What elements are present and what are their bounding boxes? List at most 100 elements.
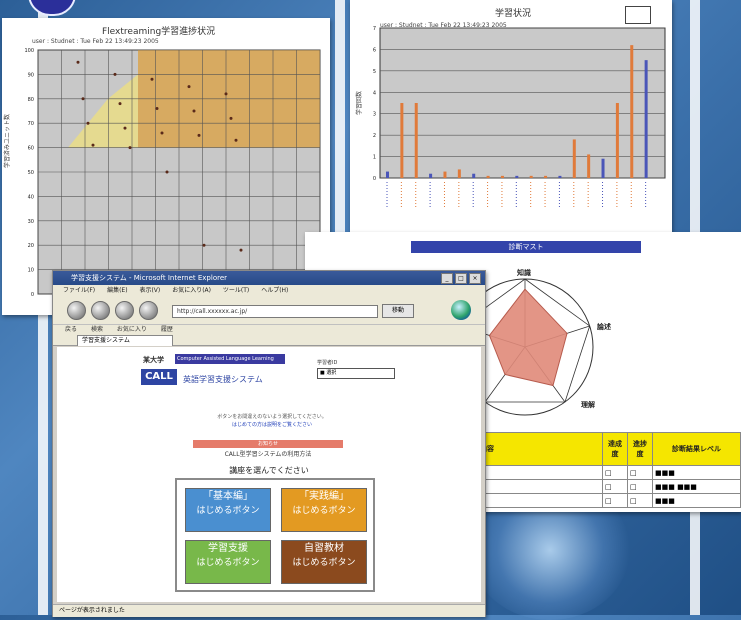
learner-id-label: 学習者ID	[317, 359, 337, 366]
university-label: 某大学	[143, 355, 164, 365]
scatter-tick-label: 40	[28, 194, 34, 200]
tab-main[interactable]: 学習支援システム	[77, 335, 173, 346]
scatter-tick-label: 80	[28, 97, 34, 103]
scatter-point	[235, 139, 238, 142]
forward-button-icon[interactable]	[91, 301, 110, 320]
radar-axis-label: 論述	[597, 322, 611, 331]
scatter-point	[193, 110, 196, 113]
table-row: □ □ ■■■	[478, 494, 741, 508]
minimize-button[interactable]: _	[441, 273, 453, 284]
learner-select[interactable]: ■ 選択	[317, 368, 395, 379]
scatter-tick-label: 100	[24, 48, 34, 54]
scatter-point	[119, 102, 122, 105]
table-row: □ □ ■■■	[478, 466, 741, 480]
page-content: 某大学 Computer Assisted Language Learning …	[57, 347, 481, 602]
maximize-button[interactable]: □	[455, 273, 467, 284]
browser-window: 学習支援システム - Microsoft Internet Explorer _…	[52, 270, 486, 617]
course-support-sub: はじめるボタン	[186, 556, 270, 571]
stop-button-icon[interactable]	[115, 301, 134, 320]
scatter-tick-label: 50	[28, 170, 34, 176]
link-favorites[interactable]: お気に入り	[117, 326, 147, 333]
usage-link[interactable]: CALL型学習システムの利用方法	[193, 449, 343, 458]
course-practice-button[interactable]: 「実践編」 はじめるボタン	[281, 488, 367, 532]
bar	[415, 103, 418, 178]
menu-view[interactable]: 表示(V)	[139, 287, 160, 294]
bar	[386, 172, 389, 178]
back-button-icon[interactable]	[67, 301, 86, 320]
link-search[interactable]: 検索	[91, 326, 103, 333]
menu-help[interactable]: ヘルプ(H)	[261, 287, 288, 294]
skill-table: 内容 達成度 進捗度 診断結果レベル □ □ ■■■ □ □ ■■■ ■■■ □ □ ■■■	[477, 432, 741, 508]
bar	[630, 45, 633, 178]
bar-chart-panel: 学習状況 user : Studnet : Tue Feb 22 13:49:2…	[350, 0, 672, 232]
bar	[458, 169, 461, 178]
scatter-point	[198, 134, 201, 137]
bar-tick-label: 7	[373, 26, 376, 32]
bar	[573, 139, 576, 178]
bar	[530, 176, 533, 178]
announcement-bar: お知らせ	[193, 440, 343, 448]
menu-favorites[interactable]: お気に入り(A)	[172, 287, 211, 294]
scatter-point	[230, 117, 233, 120]
scatter-point	[114, 73, 117, 76]
course-select-title: 講座を選んでください	[177, 465, 361, 476]
bar-tick-label: 5	[373, 69, 376, 75]
course-basic-button[interactable]: 「基本編」 はじめるボタン	[185, 488, 271, 532]
scatter-point	[124, 127, 127, 130]
scatter-tick-label: 70	[28, 121, 34, 127]
refresh-button-icon[interactable]	[139, 301, 158, 320]
link-back[interactable]: 戻る	[65, 326, 77, 333]
course-selfstudy-label: 自習教材	[304, 543, 344, 554]
scatter-point	[166, 171, 169, 174]
browser-statusbar: ページが表示されました	[53, 604, 485, 617]
menu-edit[interactable]: 編集(E)	[107, 287, 127, 294]
scatter-point	[92, 144, 95, 147]
radar-axis-label: 理解	[581, 400, 595, 409]
scatter-point	[87, 122, 90, 125]
scatter-tick-label: 20	[28, 243, 34, 249]
menu-file[interactable]: ファイル(F)	[63, 287, 95, 294]
course-basic-label: 「基本編」	[203, 491, 253, 502]
bar-tick-label: 0	[373, 176, 376, 182]
bar-tick-label: 4	[373, 90, 376, 96]
course-support-button[interactable]: 学習支援 はじめるボタン	[185, 540, 271, 584]
scatter-tick-label: 10	[28, 268, 34, 274]
bar-tick-label: 2	[373, 133, 376, 139]
bar	[616, 103, 619, 178]
scatter-point	[82, 97, 85, 100]
status-text: ページが表示されました	[59, 607, 125, 614]
browser-navbar: http://call.xxxxxx.ac.jp/ 移動	[53, 296, 485, 324]
course-support-label: 学習支援	[208, 543, 248, 554]
skill-table-header-content: 内容	[478, 433, 603, 466]
call-subtitle: 英語学習支援システム	[183, 374, 263, 385]
bar-plot-area: 01234567	[350, 0, 672, 232]
address-input[interactable]: http://call.xxxxxx.ac.jp/	[172, 305, 378, 318]
link-history[interactable]: 履歴	[161, 326, 173, 333]
notice-text: ボタンをお間違えのないよう選択してください。 はじめての方は説明をご覧ください	[177, 413, 367, 429]
browser-titlebar: 学習支援システム - Microsoft Internet Explorer _…	[53, 271, 485, 285]
globe-icon	[451, 300, 471, 320]
scatter-point	[203, 244, 206, 247]
close-button[interactable]: ×	[469, 273, 481, 284]
bar	[443, 172, 446, 178]
bar	[587, 154, 590, 178]
scatter-tick-label: 30	[28, 219, 34, 225]
bar	[515, 176, 518, 178]
notice-line-2[interactable]: はじめての方は説明をご覧ください	[177, 421, 367, 429]
table-row: □ □ ■■■ ■■■	[478, 480, 741, 494]
notice-line-1: ボタンをお間違えのないよう選択してください。	[177, 413, 367, 421]
course-practice-label: 「実践編」	[299, 491, 349, 502]
course-practice-sub: はじめるボタン	[282, 504, 366, 519]
corner-badge	[28, 0, 76, 16]
bar-plot-bg	[380, 28, 665, 178]
scatter-point	[77, 61, 80, 64]
go-button[interactable]: 移動	[382, 304, 414, 318]
course-menu: 「基本編」 はじめるボタン 「実践編」 はじめるボタン 学習支援 はじめるボタン…	[175, 478, 375, 592]
scatter-tick-label: 60	[28, 146, 34, 152]
menu-tools[interactable]: ツール(T)	[223, 287, 249, 294]
bar	[544, 176, 547, 178]
bar-tick-label: 3	[373, 112, 376, 118]
bar	[487, 176, 490, 178]
course-selfstudy-button[interactable]: 自習教材 はじめるボタン	[281, 540, 367, 584]
scatter-point	[188, 85, 191, 88]
